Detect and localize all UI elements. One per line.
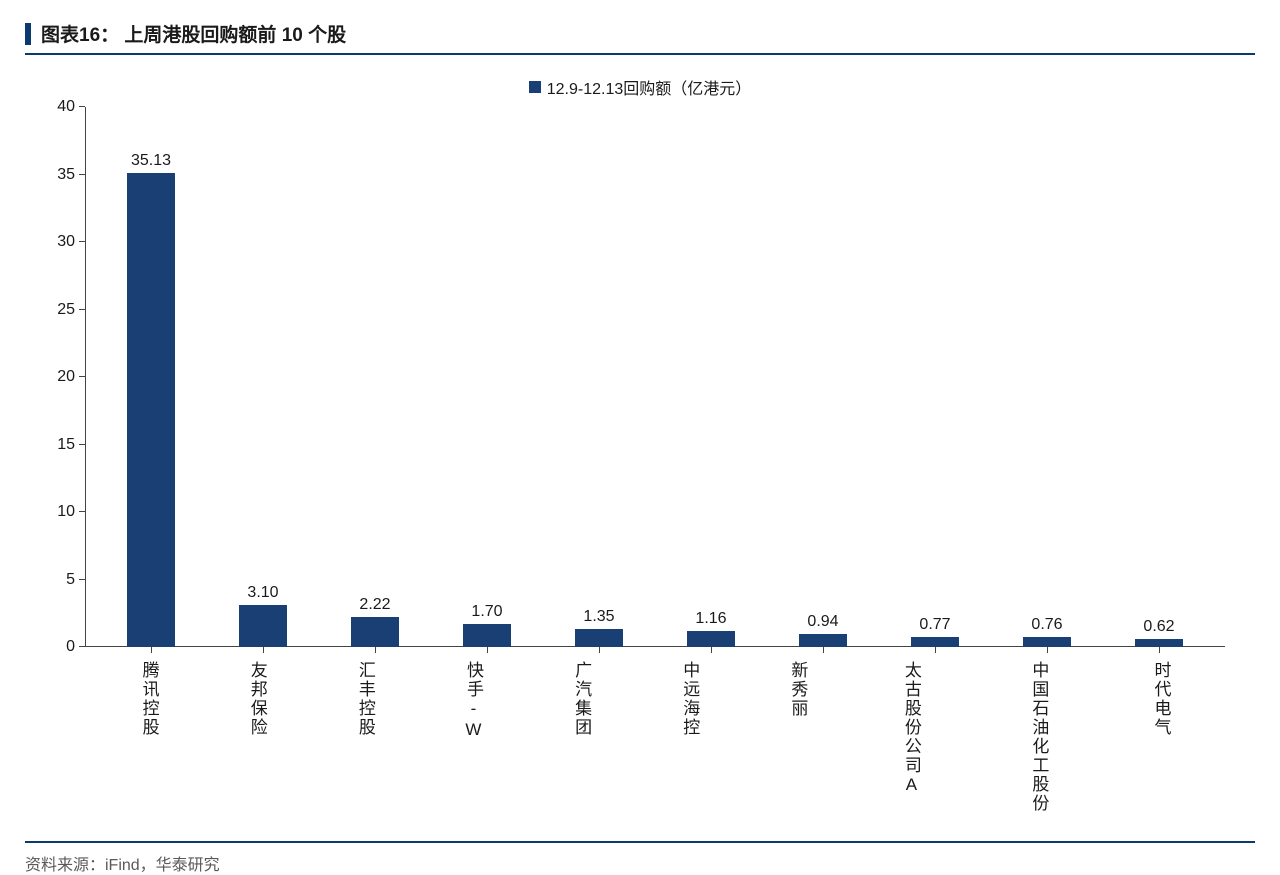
x-label-text: 太古股份公司A (903, 661, 920, 813)
x-labels: 腾讯控股 友邦保险 汇丰控股 快手-W 广汽集团 中远海控 新秀丽 太古股份公司A 中国石油化工… (85, 661, 1225, 813)
bar-slot: 0.62 (1103, 107, 1215, 647)
x-tick-mark (151, 647, 152, 653)
bar (463, 624, 511, 647)
bar-value-label: 2.22 (359, 596, 390, 614)
x-label-text: 腾讯控股 (141, 661, 158, 813)
y-tick-label: 40 (35, 98, 75, 116)
x-label-text: 广汽集团 (573, 661, 590, 813)
y-tick-label: 15 (35, 436, 75, 454)
bar-value-label: 1.70 (471, 603, 502, 621)
bar (351, 617, 399, 647)
bar (239, 605, 287, 647)
bar-slot: 1.35 (543, 107, 655, 647)
bar-slot: 0.94 (767, 107, 879, 647)
x-tick-mark (1159, 647, 1160, 653)
bar-slot: 0.77 (879, 107, 991, 647)
x-tick-mark (1047, 647, 1048, 653)
x-tick-mark (487, 647, 488, 653)
bar-slot: 1.70 (431, 107, 543, 647)
y-tick-label: 0 (35, 638, 75, 656)
x-label: 友邦保险 (203, 661, 311, 813)
y-tick-label: 10 (35, 503, 75, 521)
bar-value-label: 0.76 (1031, 616, 1062, 634)
x-label: 中国石油化工股份 (971, 661, 1107, 813)
x-label-text: 快手-W (465, 661, 482, 813)
bar (799, 634, 847, 647)
x-tick-mark (935, 647, 936, 653)
bar-value-label: 0.94 (807, 613, 838, 631)
title-text: 上周港股回购额前 10 个股 (124, 25, 346, 46)
title-prefix: 图表16： (41, 25, 119, 46)
bar-value-label: 0.77 (919, 616, 950, 634)
bar-value-label: 3.10 (247, 584, 278, 602)
x-label: 中远海控 (636, 661, 744, 813)
x-label: 时代电气 (1107, 661, 1215, 813)
x-label-text: 时代电气 (1152, 661, 1169, 813)
bar-value-label: 1.16 (695, 610, 726, 628)
x-tick-mark (263, 647, 264, 653)
bar-slot: 35.13 (95, 107, 207, 647)
x-label-text: 汇丰控股 (357, 661, 374, 813)
bar-slot: 1.16 (655, 107, 767, 647)
x-label: 快手-W (419, 661, 527, 813)
bar-value-label: 35.13 (131, 152, 171, 170)
source-text: 资料来源：iFind，华泰研究 (25, 857, 220, 874)
x-label: 汇丰控股 (311, 661, 419, 813)
x-tick-mark (599, 647, 600, 653)
y-tick-label: 5 (35, 571, 75, 589)
x-label-text: 中远海控 (681, 661, 698, 813)
x-label-text: 友邦保险 (249, 661, 266, 813)
chart-title: 图表16： 上周港股回购额前 10 个股 (41, 20, 346, 47)
x-label: 腾讯控股 (95, 661, 203, 813)
legend: 12.9-12.13回购额（亿港元） (25, 75, 1255, 99)
bar (911, 637, 959, 647)
chart-header: 图表16： 上周港股回购额前 10 个股 (25, 20, 1255, 55)
bar (687, 631, 735, 647)
x-label-text: 中国石油化工股份 (1030, 661, 1047, 813)
bar (575, 629, 623, 647)
legend-swatch (529, 81, 541, 93)
x-tick-mark (711, 647, 712, 653)
bar (127, 173, 175, 647)
bar (1135, 639, 1183, 647)
bar-slot: 3.10 (207, 107, 319, 647)
bars-container: 35.13 3.10 2.22 1.70 1.35 1.16 0.94 0.77 0.76 0.6… (85, 107, 1225, 647)
bar-value-label: 0.62 (1143, 618, 1174, 636)
bar (1023, 637, 1071, 647)
bar-slot: 2.22 (319, 107, 431, 647)
bar-value-label: 1.35 (583, 608, 614, 626)
x-tick-mark (823, 647, 824, 653)
x-tick-mark (375, 647, 376, 653)
chart-area: 0510152025303540 35.133.102.221.701.351.… (85, 107, 1225, 647)
x-label: 广汽集团 (528, 661, 636, 813)
y-tick-label: 20 (35, 368, 75, 386)
source-line: 资料来源：iFind，华泰研究 (25, 841, 1255, 875)
header-accent (25, 23, 31, 45)
y-tick-label: 30 (35, 233, 75, 251)
y-tick-label: 35 (35, 166, 75, 184)
bar-slot: 0.76 (991, 107, 1103, 647)
y-tick-label: 25 (35, 301, 75, 319)
legend-label: 12.9-12.13回购额（亿港元） (547, 75, 752, 99)
x-label: 太古股份公司A (852, 661, 971, 813)
x-label: 新秀丽 (744, 661, 852, 813)
x-label-text: 新秀丽 (789, 661, 806, 813)
